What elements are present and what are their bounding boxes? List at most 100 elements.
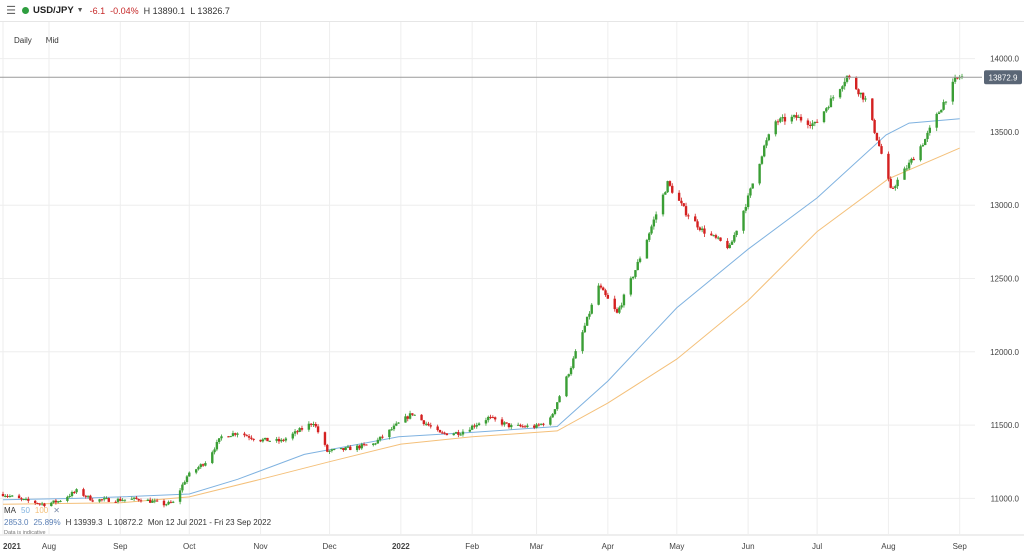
candle-body bbox=[284, 438, 288, 441]
candle-body bbox=[445, 433, 449, 436]
candle-body bbox=[719, 237, 722, 241]
candle-body bbox=[215, 442, 219, 450]
candle-body bbox=[40, 503, 44, 505]
candle-body bbox=[66, 496, 69, 501]
x-tick-label: Jul bbox=[812, 542, 822, 551]
candle-body bbox=[843, 81, 846, 87]
chevron-down-icon[interactable]: ▼ bbox=[76, 7, 84, 14]
candle-body bbox=[928, 127, 932, 133]
candle-body bbox=[54, 500, 58, 503]
candle-body bbox=[390, 429, 393, 431]
candle-body bbox=[139, 500, 143, 502]
candle-body bbox=[622, 294, 626, 306]
close-icon[interactable]: ✕ bbox=[53, 506, 60, 515]
candle-body bbox=[114, 501, 117, 503]
candle-body bbox=[664, 192, 667, 195]
candle-body bbox=[742, 210, 745, 231]
candle-body bbox=[521, 426, 524, 428]
candle-body bbox=[171, 501, 175, 503]
candle-body bbox=[726, 240, 729, 249]
candle-body bbox=[533, 425, 536, 428]
candle-body bbox=[526, 425, 529, 428]
price-change: -6.1 bbox=[89, 5, 106, 16]
stat-percent: 25.89% bbox=[33, 518, 61, 527]
candle-body bbox=[70, 492, 74, 497]
candle-body bbox=[763, 145, 766, 157]
candle-body bbox=[183, 482, 186, 485]
candle-body bbox=[473, 425, 476, 427]
candle-body bbox=[859, 92, 863, 95]
price-type-selector[interactable]: Mid bbox=[45, 36, 59, 45]
candle-body bbox=[213, 449, 216, 453]
candle-body bbox=[795, 115, 798, 118]
candle-body bbox=[459, 434, 462, 436]
candle-body bbox=[43, 503, 46, 507]
stat-value: 2853.0 bbox=[4, 518, 29, 527]
candle-body bbox=[475, 425, 478, 427]
candle-body bbox=[50, 502, 53, 507]
candle-body bbox=[339, 448, 343, 450]
candle-body bbox=[266, 437, 269, 442]
candle-body bbox=[645, 239, 649, 259]
candle-body bbox=[585, 316, 589, 326]
candle-body bbox=[855, 77, 858, 90]
x-tick-label: 2021 bbox=[3, 542, 21, 551]
interval-selector[interactable]: Daily bbox=[14, 36, 32, 45]
candle-body bbox=[323, 432, 327, 445]
candle-body bbox=[717, 237, 720, 239]
candle-body bbox=[648, 233, 651, 240]
candle-body bbox=[857, 89, 860, 95]
candle-body bbox=[636, 261, 639, 271]
candle-body bbox=[146, 499, 150, 501]
candle-body bbox=[307, 423, 311, 430]
candle-body bbox=[231, 433, 235, 437]
candle-body bbox=[365, 444, 368, 446]
candle-body bbox=[162, 500, 166, 506]
candle-body bbox=[896, 179, 899, 187]
candle-body bbox=[551, 414, 554, 418]
session-high: H 13890.1 bbox=[143, 5, 186, 16]
instrument-selector[interactable]: USD/JPY bbox=[33, 5, 74, 16]
candle-body bbox=[243, 433, 246, 436]
candlestick-chart[interactable]: 13872.9 14000.0 13500.0 13000.0 12500.0 1200… bbox=[0, 22, 1024, 551]
candle-body bbox=[937, 112, 941, 114]
candle-body bbox=[894, 186, 897, 188]
candle-body bbox=[429, 425, 432, 427]
ma-slow-period[interactable]: 100 bbox=[34, 506, 49, 515]
candle-body bbox=[59, 500, 62, 502]
chart-grid bbox=[0, 22, 1024, 536]
candle-body bbox=[36, 502, 39, 504]
period-high: H 13939.3 bbox=[65, 518, 103, 527]
y-tick-label: 12000.0 bbox=[990, 348, 1019, 357]
candle-body bbox=[227, 436, 230, 438]
candle-body bbox=[765, 140, 768, 146]
menu-icon[interactable]: ☰ bbox=[6, 5, 16, 17]
candle-body bbox=[178, 490, 182, 502]
candle-body bbox=[296, 431, 299, 433]
y-tick-label: 11500.0 bbox=[991, 421, 1020, 430]
y-axis: 14000.0 13500.0 13000.0 12500.0 12000.0 11500… bbox=[990, 55, 1019, 504]
candle-body bbox=[519, 424, 522, 427]
candle-body bbox=[696, 221, 699, 228]
candle-body bbox=[197, 467, 200, 470]
candle-body bbox=[362, 444, 366, 446]
candle-body bbox=[277, 438, 281, 442]
candle-body bbox=[86, 495, 90, 497]
candle-body bbox=[510, 425, 513, 428]
candle-body bbox=[20, 498, 23, 500]
candle-body bbox=[454, 432, 458, 434]
candle-body bbox=[505, 422, 508, 424]
candle-body bbox=[942, 102, 945, 110]
candle-body bbox=[470, 425, 474, 430]
candle-body bbox=[461, 431, 465, 435]
ma-fast-period[interactable]: 50 bbox=[21, 506, 30, 515]
candle-body bbox=[832, 97, 835, 99]
ma-label: MA bbox=[4, 506, 16, 515]
candle-body bbox=[282, 439, 285, 441]
candle-body bbox=[694, 216, 697, 222]
candle-body bbox=[119, 498, 122, 501]
candle-body bbox=[33, 500, 37, 503]
candle-body bbox=[489, 416, 492, 418]
candle-body bbox=[424, 423, 428, 425]
candle-body bbox=[760, 156, 764, 164]
